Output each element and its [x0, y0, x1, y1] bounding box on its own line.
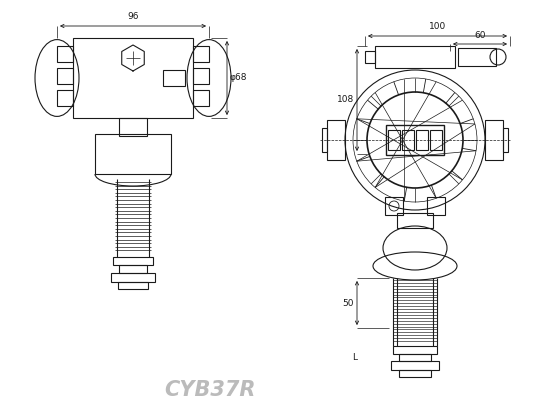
Bar	[95, 134, 171, 174]
Bar	[193, 46, 209, 62]
Bar	[388, 130, 400, 150]
Bar	[57, 90, 73, 106]
Bar	[322, 128, 327, 152]
Bar	[385, 197, 403, 215]
Bar	[399, 354, 431, 361]
Bar	[391, 361, 439, 370]
Bar	[427, 197, 445, 215]
Bar	[485, 120, 503, 160]
Bar	[393, 346, 437, 354]
Bar	[57, 46, 73, 62]
Bar	[113, 257, 153, 265]
Text: 96: 96	[127, 12, 139, 21]
Bar	[163, 70, 185, 86]
Bar	[375, 46, 455, 68]
Bar	[365, 51, 375, 63]
Bar	[327, 120, 345, 160]
Bar	[111, 273, 155, 282]
Text: φ68: φ68	[230, 74, 248, 82]
Text: L: L	[352, 354, 357, 362]
Bar	[399, 370, 431, 377]
Text: 50: 50	[343, 298, 354, 308]
Bar	[119, 265, 147, 273]
Bar	[458, 48, 496, 66]
Bar	[73, 38, 193, 118]
Bar	[193, 68, 209, 84]
Bar	[119, 118, 147, 136]
Bar	[57, 68, 73, 84]
Bar	[416, 130, 428, 150]
Text: 100: 100	[429, 22, 446, 31]
Bar	[430, 130, 442, 150]
Bar	[118, 282, 148, 289]
Bar	[402, 130, 414, 150]
Bar	[397, 213, 433, 228]
Text: 60: 60	[474, 31, 486, 40]
Bar	[503, 128, 508, 152]
Bar	[193, 90, 209, 106]
Text: 108: 108	[337, 95, 354, 104]
Text: CYB37R: CYB37R	[164, 380, 256, 400]
Bar	[386, 125, 444, 155]
